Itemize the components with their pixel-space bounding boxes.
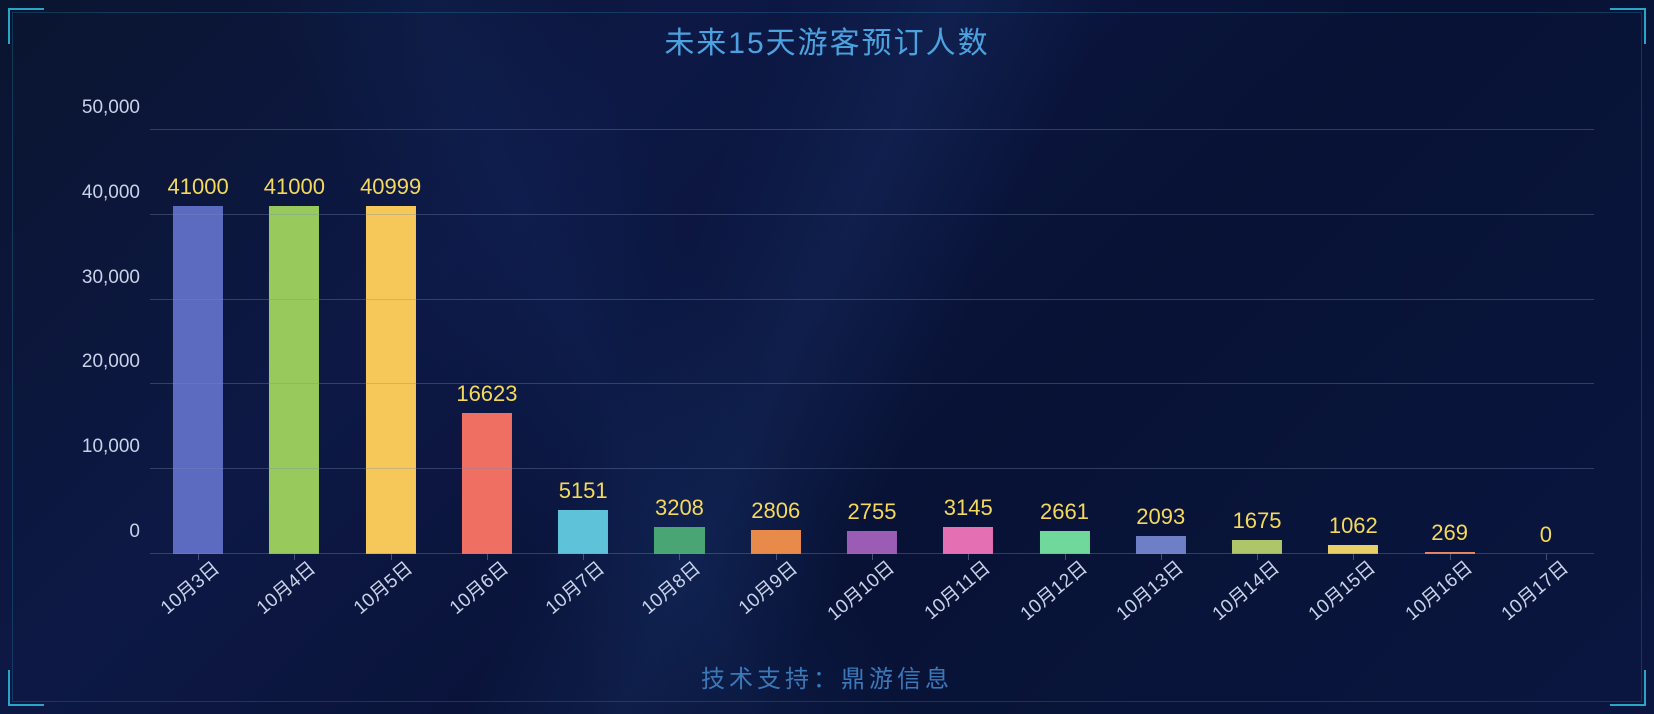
y-tick-label: 0 <box>129 521 140 543</box>
bar-value-label: 1675 <box>1233 508 1282 534</box>
x-tick <box>1257 554 1258 560</box>
x-tick-label: 10月6日 <box>443 554 514 619</box>
x-tick-label: 10月13日 <box>1109 553 1188 625</box>
bar-slot: 4100010月4日 <box>246 130 342 554</box>
bar-value-label: 41000 <box>264 174 325 200</box>
x-tick-label: 10月15日 <box>1302 553 1381 625</box>
y-tick-label: 10,000 <box>82 436 140 458</box>
x-tick <box>583 554 584 560</box>
bar <box>1039 531 1089 554</box>
bar-slot: 4100010月3日 <box>150 130 246 554</box>
x-tick <box>1161 554 1162 560</box>
footer-credit: 技术支持：鼎游信息 <box>0 659 1654 694</box>
bar <box>943 527 993 554</box>
bar <box>654 527 704 554</box>
x-tick <box>1065 554 1066 560</box>
bar-value-label: 2661 <box>1040 499 1089 525</box>
bar-value-label: 2093 <box>1136 504 1185 530</box>
x-tick-label: 10月16日 <box>1398 553 1477 625</box>
x-tick-label: 10月17日 <box>1494 553 1573 625</box>
bar-slot: 320810月8日 <box>631 130 727 554</box>
y-tick-label: 50,000 <box>82 97 140 119</box>
x-tick <box>1450 554 1451 560</box>
x-tick-label: 10月11日 <box>918 554 996 625</box>
chart-title: 未来15天游客预订人数 <box>0 18 1654 62</box>
bar <box>173 206 223 554</box>
bar-value-label: 40999 <box>360 174 421 200</box>
x-tick-label: 10月5日 <box>346 554 417 619</box>
x-tick-label: 10月12日 <box>1013 553 1092 625</box>
bar <box>269 206 319 554</box>
x-tick-label: 10月8日 <box>635 554 706 619</box>
bar-value-label: 1062 <box>1329 513 1378 539</box>
bar-slot: 266110月12日 <box>1016 130 1112 554</box>
y-tick-label: 40,000 <box>82 182 140 204</box>
gridline <box>150 383 1594 384</box>
bar-slot: 26910月16日 <box>1401 130 1497 554</box>
gridline <box>150 468 1594 469</box>
bar-value-label: 41000 <box>168 174 229 200</box>
bar-slot: 275510月10日 <box>824 130 920 554</box>
bar-value-label: 16623 <box>456 381 517 407</box>
y-tick-label: 30,000 <box>82 267 140 289</box>
bar <box>1232 540 1282 554</box>
gridline <box>150 129 1594 130</box>
bar-slot: 209310月13日 <box>1113 130 1209 554</box>
x-tick <box>776 554 777 560</box>
x-tick <box>391 554 392 560</box>
bar-slot: 010月17日 <box>1498 130 1594 554</box>
bar <box>751 530 801 554</box>
bar <box>847 531 897 554</box>
x-tick-label: 10月7日 <box>539 554 610 619</box>
x-tick-label: 10月4日 <box>250 554 321 619</box>
bar-slot: 280610月9日 <box>728 130 824 554</box>
bar-value-label: 3208 <box>655 495 704 521</box>
bar-value-label: 269 <box>1431 520 1468 546</box>
bar-value-label: 0 <box>1540 522 1552 548</box>
x-tick <box>1546 554 1547 560</box>
bar-slot: 314510月11日 <box>920 130 1016 554</box>
gridline <box>150 214 1594 215</box>
x-tick <box>198 554 199 560</box>
x-tick-label: 10月14日 <box>1206 553 1285 625</box>
bar <box>1136 536 1186 554</box>
bar-slot: 4099910月5日 <box>343 130 439 554</box>
plot-area: 4100010月3日4100010月4日4099910月5日1662310月6日… <box>150 130 1594 554</box>
bar-value-label: 2755 <box>848 499 897 525</box>
bar-value-label: 5151 <box>559 478 608 504</box>
bar-slot: 1662310月6日 <box>439 130 535 554</box>
x-tick <box>872 554 873 560</box>
y-tick-label: 20,000 <box>82 351 140 373</box>
bar <box>366 206 416 554</box>
x-tick-label: 10月3日 <box>154 554 225 619</box>
bar-value-label: 2806 <box>751 498 800 524</box>
bar-slot: 167510月14日 <box>1209 130 1305 554</box>
chart-container: 4100010月3日4100010月4日4099910月5日1662310月6日… <box>70 130 1614 634</box>
bars-row: 4100010月3日4100010月4日4099910月5日1662310月6日… <box>150 130 1594 554</box>
gridline <box>150 553 1594 554</box>
bar <box>558 510 608 554</box>
bar <box>462 413 512 554</box>
x-tick-label: 10月10日 <box>820 553 899 625</box>
gridline <box>150 299 1594 300</box>
bar-slot: 515110月7日 <box>535 130 631 554</box>
x-tick <box>487 554 488 560</box>
bar-value-label: 3145 <box>944 495 993 521</box>
x-tick-label: 10月9日 <box>732 554 803 619</box>
bar-slot: 106210月15日 <box>1305 130 1401 554</box>
